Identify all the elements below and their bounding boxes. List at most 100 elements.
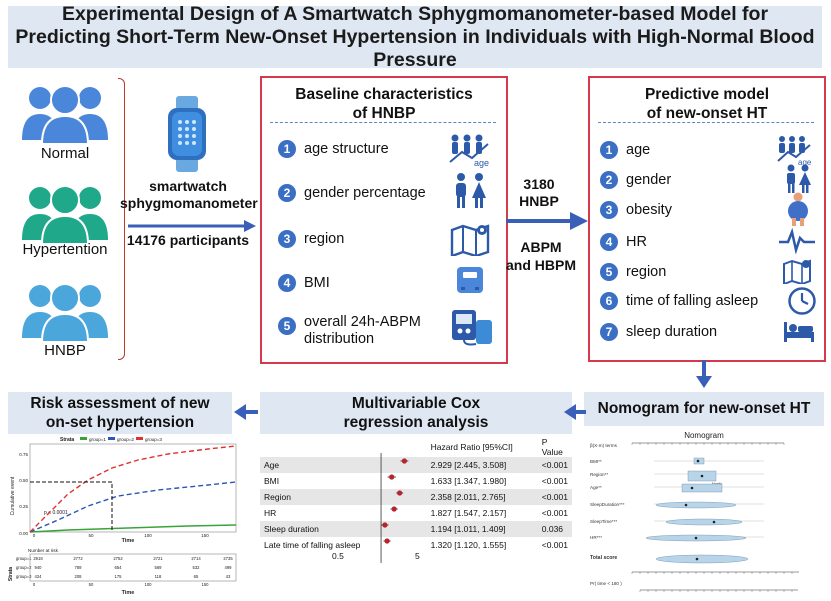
nomogram-row-age: Age** [590, 485, 602, 490]
scale-icon [457, 267, 483, 293]
cox-var: HR [264, 508, 277, 518]
baseline-title-line2: of HNBP [352, 105, 416, 122]
km-risk-value: 43 [226, 574, 231, 579]
cox-hr: 1.633 [1.347, 1.980] [430, 476, 507, 486]
nomogram-row-bmi: BMI** [590, 459, 602, 464]
km-xlabel: Time [122, 538, 135, 544]
predictive-item-sleep-time: 6 time of falling asleep [600, 292, 758, 310]
cox-p: <0.001 [541, 508, 568, 518]
cox-header-p: P Value [541, 437, 563, 457]
title-line-1: Experimental Design of A Smartwatch Sphy… [61, 2, 769, 25]
predictive-item-gender: 2 gender [600, 171, 671, 189]
heart-rate-icon [779, 228, 815, 254]
method-abpm: ABPM [520, 239, 562, 255]
baseline-label-abpm: overall 24h-ABPM [304, 314, 421, 330]
baseline-item-region: 3 region [278, 230, 344, 248]
hnbp-count: 3180 HNBP [508, 176, 570, 210]
predictive-num-1: 1 [600, 141, 618, 159]
nomogram-row-hr: HR*** [590, 535, 602, 540]
predictive-num-3: 3 [600, 201, 618, 219]
forest-tick-0-5: 0.5 [332, 551, 344, 561]
cox-var: Late time of falling asleep [264, 540, 361, 550]
baseline-divider [270, 122, 496, 123]
cox-var: Region [260, 489, 368, 505]
km-legend-2: group=2 [117, 437, 134, 442]
km-risk-title: Number at risk [28, 548, 59, 553]
km-risk-value: 65 [194, 574, 199, 579]
method-hbpm: and HBPM [506, 257, 576, 273]
svg-text:age: age [798, 158, 812, 166]
risk-title-line2: on-set hypertension [45, 414, 195, 431]
group-label-normal: Normal [40, 145, 90, 162]
km-risk-value: 499 [225, 565, 233, 570]
risk-title-line1: Risk assessment of new [30, 395, 210, 412]
km-curve-group3 [29, 445, 237, 533]
predictive-item-region: 5 region [600, 263, 666, 281]
people-icon-hypertension [22, 185, 108, 244]
km-risk-value: 118 [155, 574, 162, 579]
baseline-num-2: 2 [278, 184, 296, 202]
km-risk-xtick: 150 [202, 582, 210, 587]
km-plot-frame [29, 443, 237, 533]
cox-hr: 1.320 [1.120, 1.555] [430, 540, 507, 550]
cox-hr: 2.358 [2.011, 2.765] [426, 489, 538, 505]
device-label-line1: smartwatch [149, 178, 227, 194]
km-risk-value: 208 [75, 574, 83, 579]
gender-icon [456, 173, 486, 208]
km-ytick: 0.75 [19, 452, 28, 457]
forest-tick-5: 5 [415, 551, 420, 561]
predictive-item-obesity: 3 obesity [600, 201, 672, 219]
km-ytick: 0.25 [19, 504, 28, 509]
gender-icon-2 [787, 164, 811, 193]
predictive-label-sleep-duration: sleep duration [626, 324, 718, 340]
group-label-hypertension: Hypertention [22, 241, 108, 258]
baseline-label-age: age structure [304, 141, 389, 157]
km-risk-strata: Strata [8, 567, 14, 581]
km-risk-value: 2772 [73, 556, 83, 561]
km-legend-1: group=1 [89, 437, 106, 442]
map-icon-2 [783, 259, 811, 284]
km-curve-group2 [29, 481, 237, 533]
km-legend-3: group=3 [145, 437, 162, 442]
cox-p: <0.001 [537, 457, 572, 473]
km-pvalue: p < 0.0001 [44, 510, 68, 516]
forest-point [382, 522, 388, 528]
forest-point [401, 458, 407, 464]
cox-var: Age [260, 457, 368, 473]
km-risk-xlabel: Time [122, 590, 135, 596]
nomogram-row-region: Region** [590, 472, 608, 477]
title-band: Experimental Design of A Smartwatch Sphy… [8, 2, 822, 71]
predictive-label-sleep-time: time of falling asleep [626, 293, 759, 309]
smartwatch-icon [168, 96, 206, 172]
nomogram-chart-title: Nomogram [684, 431, 724, 440]
predictive-num-7: 7 [600, 323, 618, 341]
nomogram-row-beta: β(X-m) terms [590, 443, 618, 448]
predictive-label-obesity: obesity [626, 202, 672, 218]
forest-point [391, 506, 397, 512]
baseline-num-4: 4 [278, 274, 296, 292]
bed-icon [784, 322, 814, 342]
cox-hr: 1.194 [1.011, 1.409] [426, 521, 538, 537]
hnbp-count-label: HNBP [519, 193, 559, 209]
km-risk-value: 2721 [153, 556, 163, 561]
forest-cell [367, 489, 427, 505]
baseline-num-5: 5 [278, 317, 296, 335]
forest-plot [380, 453, 409, 563]
cox-p: 0.036 [537, 521, 572, 537]
km-risk-value: 569 [155, 565, 163, 570]
km-risk-value: 2918 [33, 556, 43, 561]
km-strata-label: Strata [60, 437, 74, 443]
forest-cell [367, 457, 427, 473]
baseline-label-gender: gender percentage [304, 185, 426, 201]
baseline-item-abpm: 5 overall 24h-ABPM distribution [278, 314, 421, 348]
device-label-line2: sphygmomanometer [120, 195, 258, 211]
predictive-item-hr: 4 HR [600, 233, 647, 251]
km-risk-value: 175 [115, 574, 123, 579]
km-risk-xtick: 0 [33, 582, 36, 587]
cox-p: <0.001 [541, 540, 568, 550]
arrow-to-nomogram [696, 360, 712, 388]
clock-icon [788, 287, 816, 315]
predictive-num-6: 6 [600, 292, 618, 310]
baseline-item-bmi: 4 BMI [278, 274, 330, 292]
cox-table: Hazard Ratio [95%CI] P Value Age 2.929 [2… [260, 437, 572, 563]
